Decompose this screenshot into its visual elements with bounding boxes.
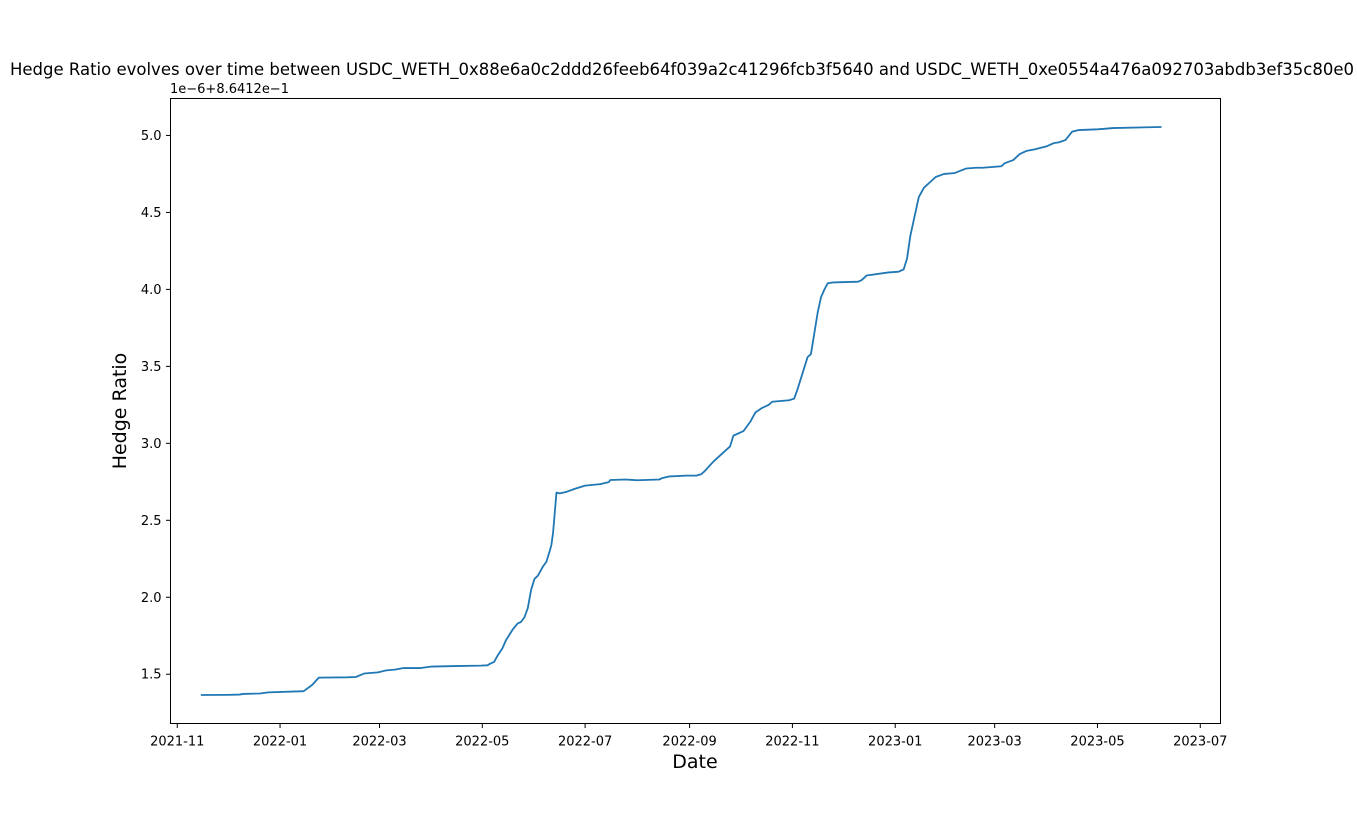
y-tick-label: 3.5: [141, 360, 162, 375]
x-tick-label: 2022-09: [662, 735, 716, 750]
y-tick-label: 2.5: [141, 514, 162, 529]
y-tick-label: 4.5: [141, 206, 162, 221]
x-tick-label: 2022-07: [558, 735, 612, 750]
plot-data-layer: [200, 126, 1162, 696]
y-tick-label: 3.0: [141, 437, 162, 452]
x-tick-label: 2023-05: [1070, 735, 1124, 750]
y-axis-title: Hedge Ratio: [109, 353, 131, 470]
x-tick-label: 2022-05: [455, 735, 509, 750]
x-axis-title: Date: [672, 751, 717, 773]
y-axis-ticks: 1.5 2.0 2.5 3.0 3.5 4.0 4.5 5.0: [141, 129, 171, 683]
x-tick-label: 2022-01: [253, 735, 307, 750]
x-tick-label: 2023-07: [1173, 735, 1227, 750]
plot-area-frame: [170, 98, 1221, 724]
x-tick-label: 2023-01: [868, 735, 922, 750]
series-line: [200, 126, 1162, 696]
y-tick-label: 1.5: [141, 668, 162, 683]
y-tick-label: 4.0: [141, 283, 162, 298]
x-tick-label: 2023-03: [967, 735, 1021, 750]
y-tick-label: 5.0: [141, 129, 162, 144]
x-tick-label: 2022-11: [765, 735, 819, 750]
x-axis-ticks: 2021-11 2022-01 2022-03 2022-05 2022-07 2022-…: [150, 723, 1227, 750]
chart-title: Hedge Ratio evolves over time between US…: [10, 60, 1354, 80]
y-tick-label: 2.0: [141, 591, 162, 606]
x-tick-label: 2021-11: [150, 735, 204, 750]
y-offset-label: 1e−6+8.6412e−1: [170, 82, 289, 97]
x-tick-label: 2022-03: [352, 735, 406, 750]
